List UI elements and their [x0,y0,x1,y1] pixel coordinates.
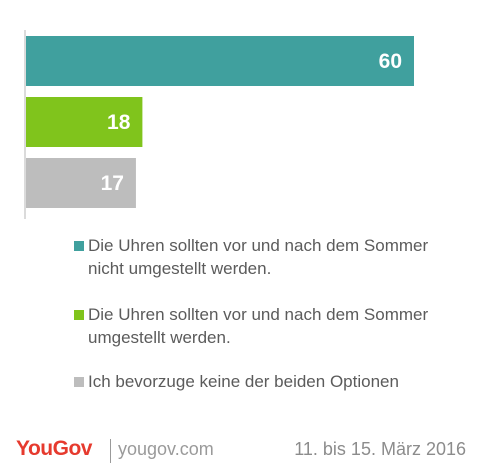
survey-date: 11. bis 15. März 2016 [294,439,466,459]
legend-label: Die Uhren sollten vor und nach dem Somme… [88,236,429,278]
legend-item-no-preference: Ich bevorzuge keine der beiden Optionen [74,370,464,393]
legend-swatch-green [74,310,84,320]
legend-label: Die Uhren sollten vor und nach dem Somme… [88,305,429,347]
legend-swatch-gray [74,377,84,387]
legend-label: Ich bevorzuge keine der beiden Optionen [88,372,399,391]
bar-value-label: 60 [379,50,402,73]
bar-2 [26,97,143,147]
legend-item-change: Die Uhren sollten vor und nach dem Somme… [74,303,464,349]
bar-1 [26,36,414,86]
footer: YouGov yougov.com 11. bis 15. März 2016 [16,437,466,465]
footer-divider [110,439,111,463]
yougov-logo: YouGov [16,437,92,460]
bar-value-label: 17 [101,172,124,195]
bar-3 [26,158,136,208]
bar-chart: 60 18 17 [24,30,414,219]
bar-value-label: 18 [107,111,131,134]
legend-swatch-teal [74,241,84,251]
legend-item-no-change: Die Uhren sollten vor und nach dem Somme… [74,234,464,280]
site-link[interactable]: yougov.com [118,439,214,459]
legend: Die Uhren sollten vor und nach dem Somme… [74,234,464,416]
